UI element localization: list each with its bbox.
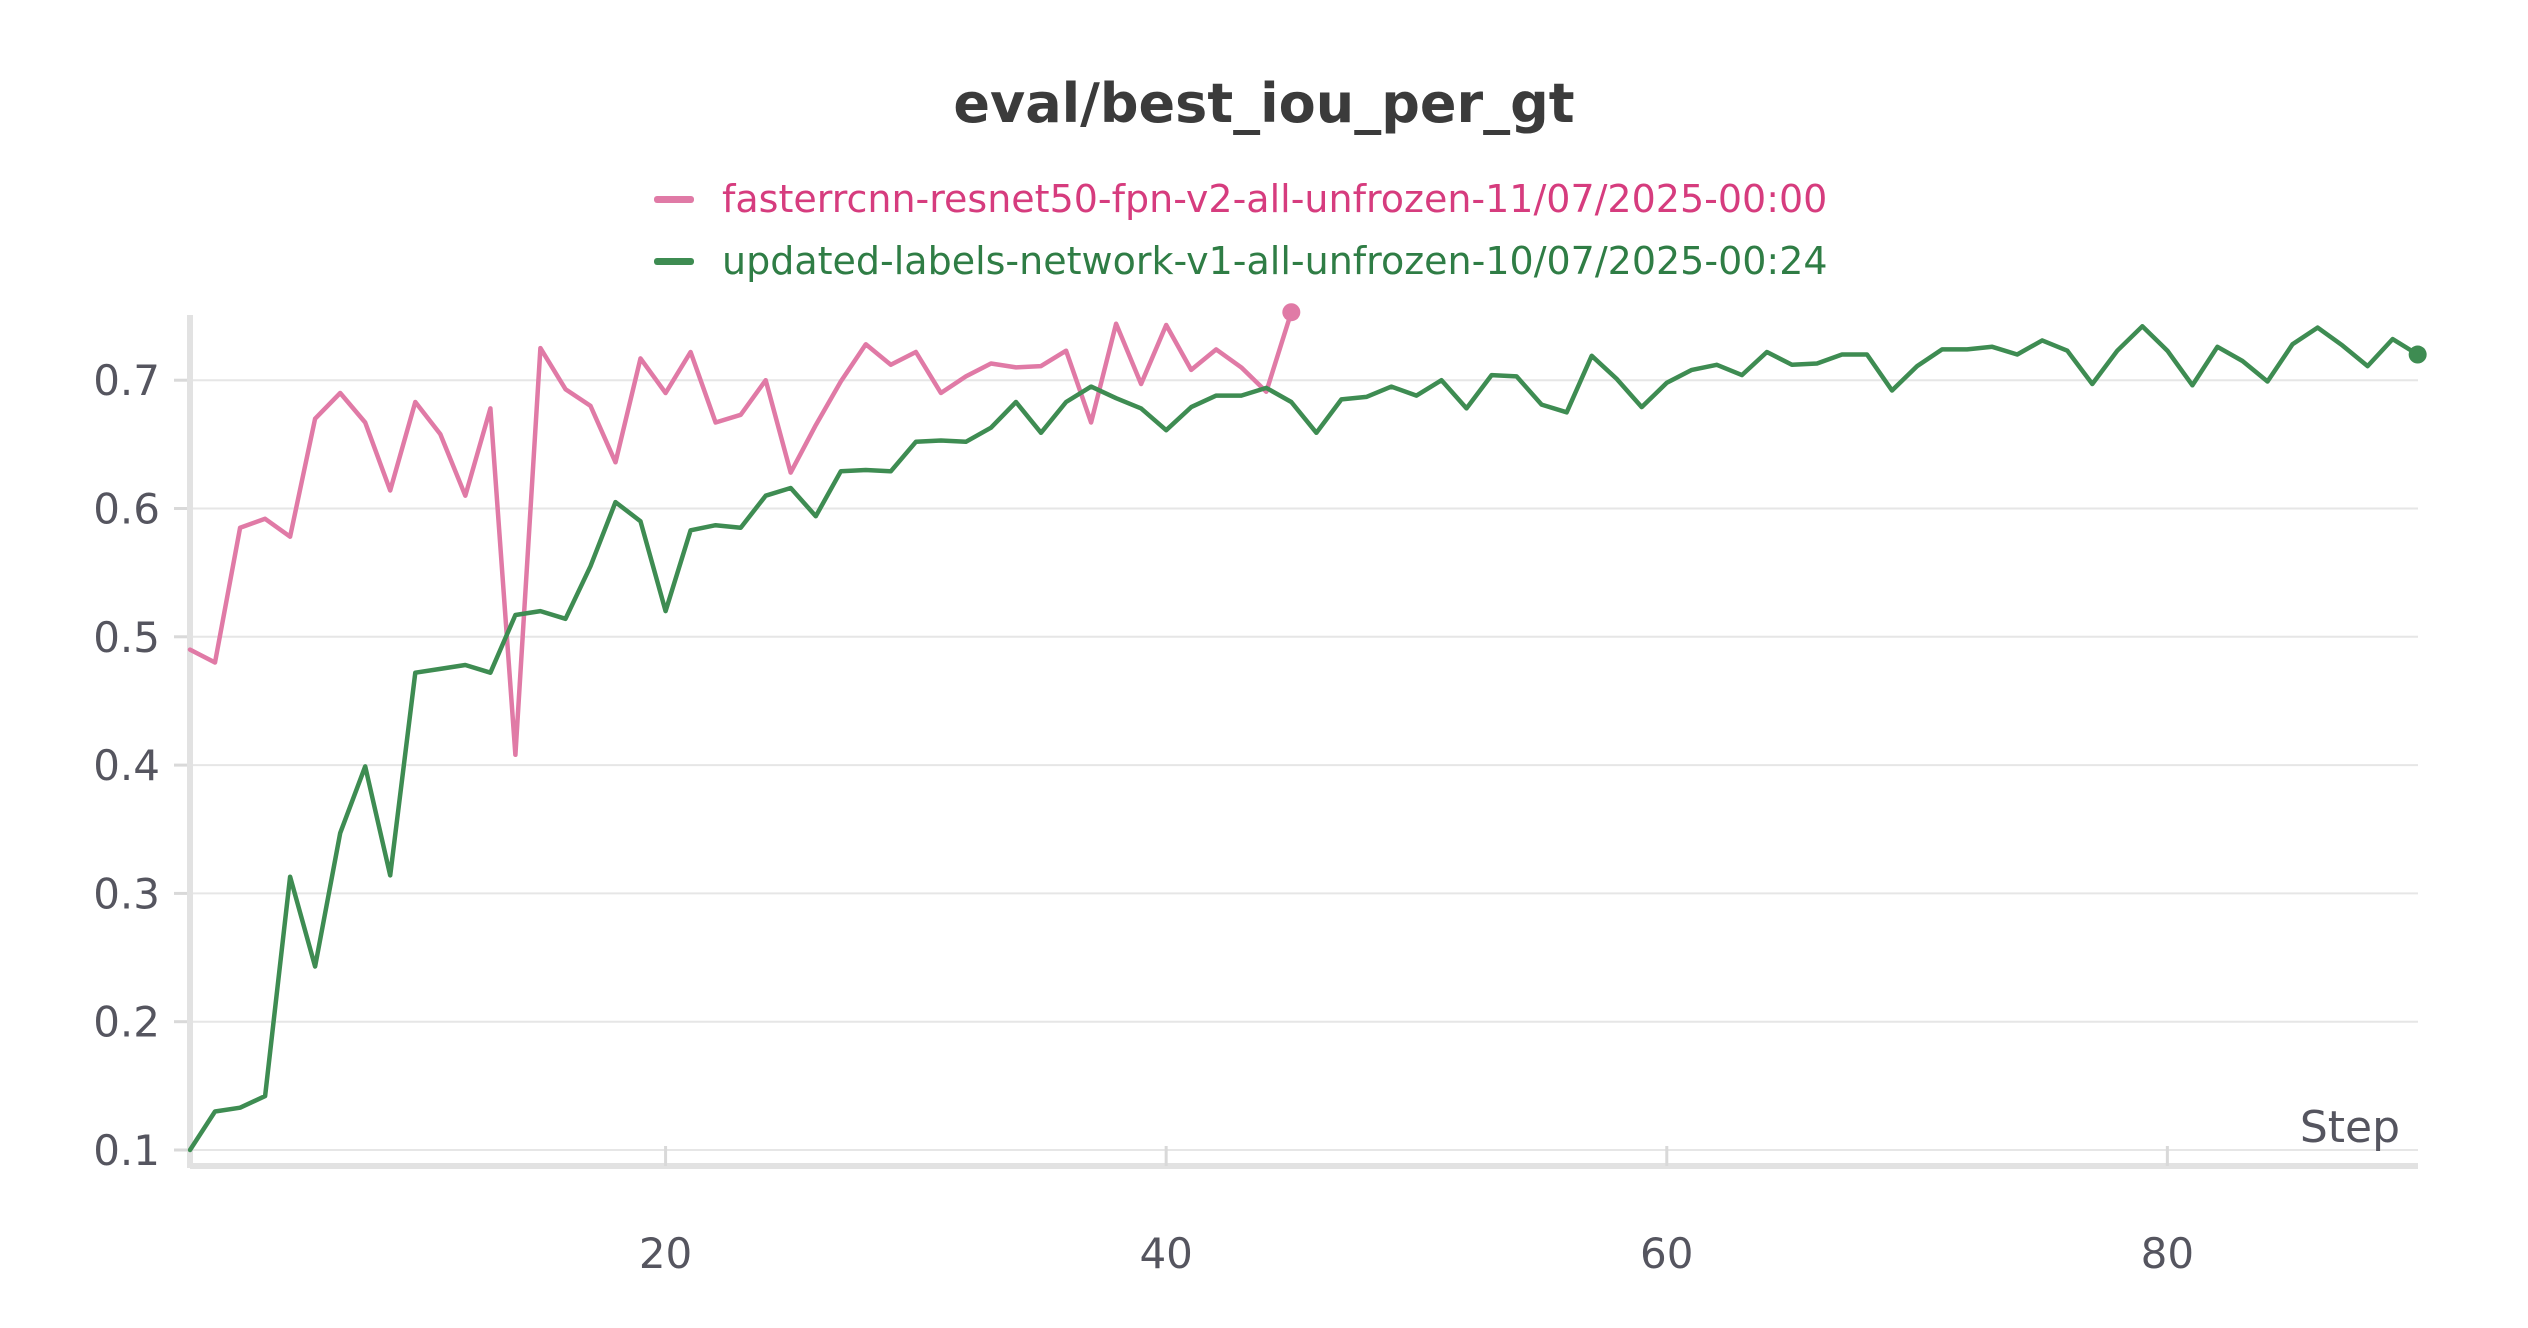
x-tick-label: 40	[1139, 1229, 1192, 1278]
series-line-1[interactable]	[187, 309, 1294, 758]
series-line-2[interactable]	[187, 324, 2420, 1153]
legend-item-series-1[interactable]: fasterrcnn-resnet50-fpn-v2-all-unfrozen-…	[654, 168, 1828, 230]
legend-swatch	[654, 257, 694, 265]
grid-lines	[190, 379, 2418, 1151]
legend-item-series-2[interactable]: updated-labels-network-v1-all-unfrozen-1…	[654, 230, 1828, 292]
series-endpoint-1	[1282, 303, 1301, 322]
y-tick-label: 0.5	[93, 613, 160, 662]
y-tick-label: 0.7	[93, 356, 160, 405]
series-endpoint-2	[2408, 345, 2427, 364]
x-tick-label: 60	[1640, 1229, 1693, 1278]
y-tick-label: 0.3	[93, 869, 160, 918]
axes	[174, 315, 2418, 1169]
tick-labels: 0.1 0.2 0.3 0.4 0.5 0.6 0.7 20 40 60 80	[93, 356, 2194, 1278]
y-tick-label: 0.6	[93, 485, 160, 534]
legend[interactable]: fasterrcnn-resnet50-fpn-v2-all-unfrozen-…	[654, 168, 1828, 292]
chart-title: eval/best_iou_per_gt	[953, 72, 1575, 135]
legend-label: fasterrcnn-resnet50-fpn-v2-all-unfrozen-…	[722, 177, 1828, 221]
y-tick-label: 0.1	[93, 1126, 160, 1175]
series-layer	[187, 303, 2427, 1153]
x-axis-title: Step	[2300, 1102, 2400, 1153]
x-tick-label: 80	[2141, 1229, 2194, 1278]
x-tick-label: 20	[639, 1229, 692, 1278]
y-tick-label: 0.2	[93, 998, 160, 1047]
legend-swatch	[654, 195, 694, 203]
legend-label: updated-labels-network-v1-all-unfrozen-1…	[722, 239, 1828, 283]
y-tick-label: 0.4	[93, 741, 160, 790]
